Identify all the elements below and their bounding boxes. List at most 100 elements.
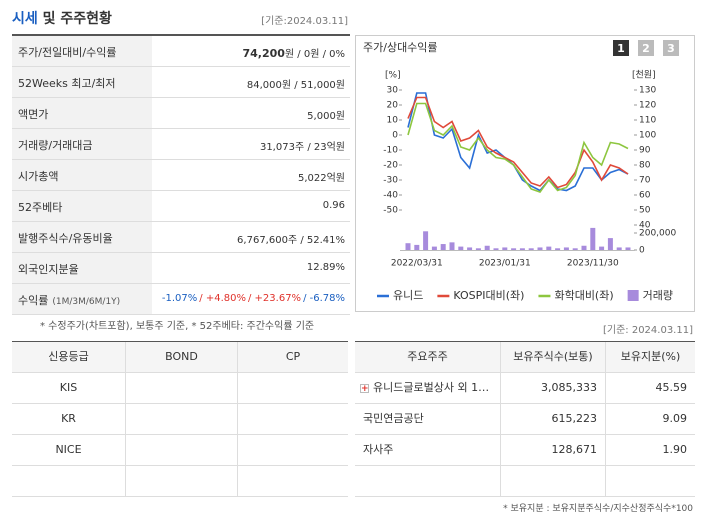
series-line: [407, 96, 629, 189]
legend-swatch: [627, 290, 639, 301]
y-tick-label: -30: [383, 176, 398, 186]
title: 시세 및 주주현황: [12, 8, 112, 28]
x-tick-label: 2023/01/31: [479, 259, 531, 269]
table-cell: 3,085,333: [500, 373, 605, 404]
row-value: 84,000원 / 51,000원: [246, 80, 345, 91]
row-bg: [12, 160, 152, 191]
row-bg: [12, 98, 152, 129]
row-bg: [12, 67, 152, 98]
value-part: -1.07%: [161, 293, 198, 304]
expand-icon: +: [360, 384, 369, 394]
table-cell: [237, 373, 348, 404]
y2-tick-label: 80: [639, 161, 651, 171]
table-cell: 국민연금공단: [355, 404, 500, 435]
row-bg: [12, 284, 152, 315]
table-cell: 45.59: [605, 373, 695, 404]
series-line: [407, 92, 629, 192]
volume-bar: [493, 248, 499, 250]
row-bg: [12, 222, 152, 253]
legend-label: 유니드: [393, 289, 423, 302]
chart-title: 주가/상대수익률: [363, 41, 438, 54]
volume-bar: [563, 247, 569, 250]
volume-bar: [537, 247, 543, 250]
row-line: [12, 159, 350, 160]
volume-bar: [467, 247, 473, 250]
row-value: 74,200원 / 0원 / 0%: [242, 45, 345, 60]
row-value: 5,022억원: [297, 173, 345, 184]
volume-bar: [572, 248, 578, 250]
row-value: 5,000원: [307, 111, 345, 122]
volume-bar: [423, 231, 429, 250]
volume-bar: [475, 248, 481, 250]
row-label: 거래량/거래대금: [18, 139, 93, 152]
table-cell: [237, 404, 348, 435]
table-cell: [125, 404, 237, 435]
y-tick-label: -10: [383, 146, 398, 156]
row-line: [12, 190, 350, 191]
tab-button-label: 3: [667, 42, 675, 55]
volume-bar: [599, 246, 605, 250]
table-cell: 128,671: [500, 435, 605, 466]
y-tick-label: 20: [387, 101, 399, 111]
legend-label: 거래량: [643, 289, 673, 302]
chart-box: [355, 35, 695, 312]
tab-button[interactable]: [613, 40, 629, 56]
row-value: 31,073주 / 23억원: [259, 142, 345, 153]
volume-bar: [555, 248, 561, 250]
table-cell: 9.09: [605, 404, 695, 435]
holders-note: * 보유지분 : 보유지분주식수/지수산정주식수*100: [503, 504, 693, 514]
y2-tick-label: 130: [639, 86, 656, 96]
table-cell: [125, 373, 237, 404]
row-line: [12, 252, 350, 253]
table-cell: KIS: [12, 373, 125, 404]
tab-button[interactable]: [638, 40, 654, 56]
volume-bar: [590, 227, 596, 250]
row-bg: [12, 253, 152, 284]
y-tick-label: -40: [383, 191, 398, 201]
row-bg: [12, 191, 152, 222]
y2-tick-label: 100: [639, 131, 656, 141]
value-part: 원 / 0원 / 0%: [284, 49, 345, 60]
table-cell: [500, 466, 605, 497]
series-line: [407, 102, 629, 193]
table-header: 보유지분(%): [605, 342, 695, 373]
table-header: CP: [237, 342, 348, 373]
x-tick-label: 2022/03/31: [391, 259, 443, 269]
y-tick-label: 30: [387, 86, 399, 96]
row-label: 52주베타: [18, 201, 63, 214]
volume-bar: [519, 248, 525, 250]
row-value: -1.07% / +4.80% / +23.67% / -6.78%: [160, 293, 345, 304]
row-line: [12, 221, 350, 222]
y2-tick-label: 110: [639, 116, 656, 126]
x-tick-label: 2023/11/30: [567, 259, 619, 269]
volume-bar: [414, 244, 420, 250]
legend-label: 화학대비(좌): [554, 289, 613, 302]
volume-bar: [502, 247, 508, 250]
row-line: [12, 97, 350, 98]
row-label-sub: (1M/3M/6M/1Y): [52, 297, 121, 307]
volume-bar: [458, 246, 464, 250]
row-value: 0.96: [322, 200, 345, 211]
row-line: [12, 128, 350, 129]
top-border: [12, 34, 350, 36]
table-cell: [605, 466, 695, 497]
row-bg: [12, 129, 152, 160]
volume-bar: [616, 247, 622, 250]
y-tick-label: 0: [392, 131, 398, 141]
y2-tick-label: 60: [639, 191, 651, 201]
table-header: 신용등급: [12, 342, 125, 373]
chart: 주가/상대수익률 1 2 3[%] [천원]3020100-10-20-30-40-50…: [355, 35, 695, 312]
row-line: [12, 66, 350, 67]
y-tick-label: -50: [383, 206, 398, 216]
row-label: 액면가: [18, 108, 49, 121]
volume-bar: [511, 248, 517, 250]
volume-tick-label: 0: [639, 246, 645, 256]
title-rest: 및 주주현황: [42, 11, 112, 27]
note: * 수정주가(차트포함), 보통주 기준, * 52주베타: 주간수익률 기준: [40, 321, 315, 332]
table-cell: [125, 466, 237, 497]
tab-button[interactable]: [663, 40, 679, 56]
y2-tick-label: 70: [639, 176, 651, 186]
volume-tick-label: 200,000: [639, 229, 676, 239]
row-label: 52Weeks 최고/최저: [18, 77, 116, 90]
